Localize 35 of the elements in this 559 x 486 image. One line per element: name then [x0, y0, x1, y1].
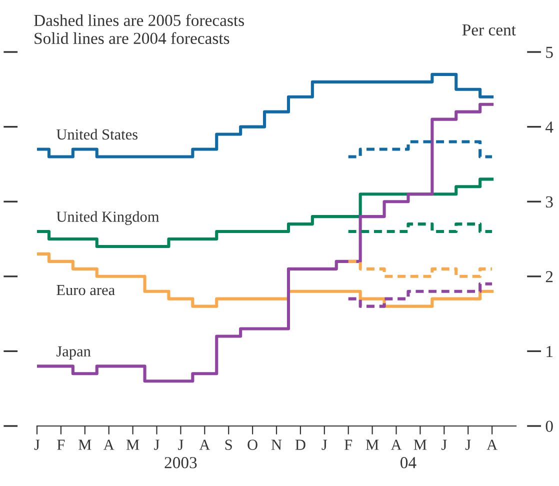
x-tick-label: J	[441, 440, 447, 450]
x-tick-label: J	[34, 440, 40, 450]
series-label: United States	[56, 128, 138, 140]
x-tick-label: A	[199, 440, 210, 450]
y-tick-label: 3	[546, 196, 553, 208]
x-tick-label: J	[465, 440, 471, 450]
x-tick-label: A	[103, 440, 114, 450]
x-tick-label: O	[248, 440, 258, 450]
x-tick-label: M	[78, 440, 92, 450]
y-tick-label: 2	[546, 271, 553, 282]
x-tick-label: A	[390, 440, 402, 450]
x-tick-label: J	[178, 440, 184, 450]
x-tick-label: J	[154, 440, 160, 450]
series-label: United Kingdom	[56, 211, 160, 226]
y-tick-label: 4	[545, 122, 554, 133]
x-tick-label: N	[271, 440, 282, 450]
y-axis-title: Per cent	[462, 24, 516, 36]
x-tick-label: J	[322, 440, 328, 450]
y-tick-label: 0	[546, 420, 553, 432]
series-label: Euro area	[56, 285, 115, 296]
series-label: Japan	[56, 346, 91, 360]
x-tick-label: F	[57, 440, 65, 450]
x-tick-label: A	[486, 440, 498, 450]
x-tick-label: S	[225, 440, 232, 450]
text: Dashed lines are 2005 forecasts	[34, 14, 244, 26]
y-tick-label: 1	[546, 346, 552, 357]
y-tick-label: 5	[546, 46, 553, 58]
text: Solid lines are 2004 forecasts	[34, 32, 230, 44]
x-tick-label: D	[295, 440, 306, 450]
x-tick-label: M	[414, 440, 427, 450]
x-tick-label: F	[344, 440, 352, 450]
text: 04	[400, 457, 416, 468]
x-tick-label: M	[126, 440, 140, 450]
text: 2003	[164, 457, 197, 468]
x-tick-label: M	[366, 440, 379, 450]
